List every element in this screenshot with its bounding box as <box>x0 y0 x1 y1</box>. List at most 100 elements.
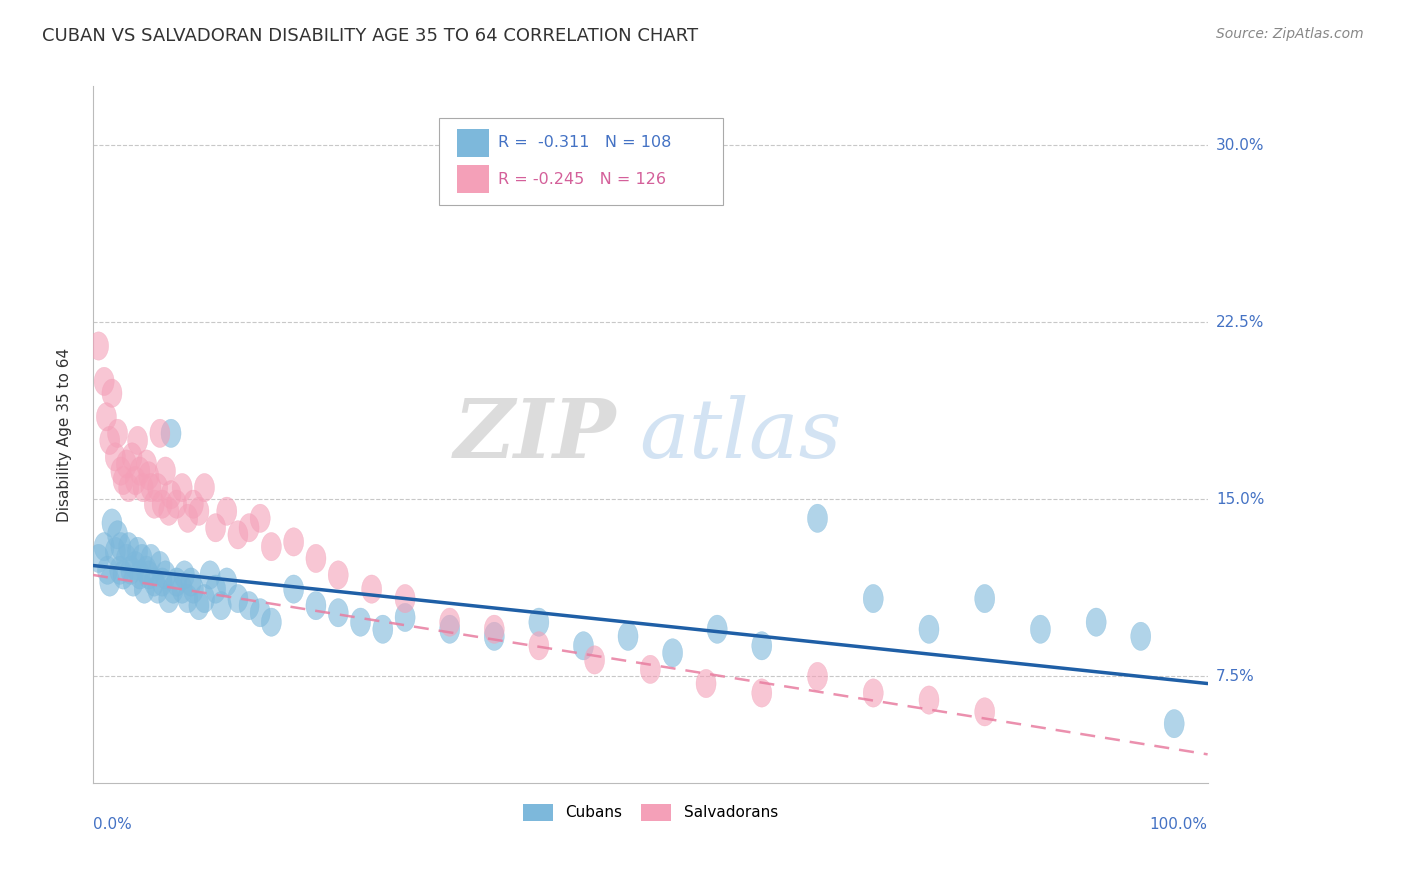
Ellipse shape <box>307 544 326 573</box>
Text: 0.0%: 0.0% <box>93 817 132 832</box>
Text: CUBAN VS SALVADORAN DISABILITY AGE 35 TO 64 CORRELATION CHART: CUBAN VS SALVADORAN DISABILITY AGE 35 TO… <box>42 27 699 45</box>
Y-axis label: Disability Age 35 to 64: Disability Age 35 to 64 <box>58 348 72 522</box>
Ellipse shape <box>217 568 236 596</box>
Ellipse shape <box>574 632 593 660</box>
Ellipse shape <box>262 608 281 636</box>
Ellipse shape <box>920 615 939 643</box>
Ellipse shape <box>217 497 236 525</box>
Ellipse shape <box>94 533 114 561</box>
Ellipse shape <box>284 528 304 556</box>
Ellipse shape <box>350 608 371 636</box>
Ellipse shape <box>211 591 231 620</box>
FancyBboxPatch shape <box>457 129 489 157</box>
Ellipse shape <box>166 490 187 518</box>
Ellipse shape <box>239 591 259 620</box>
Ellipse shape <box>177 504 198 533</box>
Ellipse shape <box>125 467 145 495</box>
Ellipse shape <box>117 450 136 478</box>
Ellipse shape <box>1130 623 1150 650</box>
Ellipse shape <box>200 561 221 589</box>
Ellipse shape <box>101 379 122 408</box>
Ellipse shape <box>863 584 883 613</box>
Ellipse shape <box>166 568 187 596</box>
Ellipse shape <box>121 556 141 584</box>
Ellipse shape <box>148 474 167 502</box>
Ellipse shape <box>752 679 772 707</box>
Ellipse shape <box>585 646 605 674</box>
Ellipse shape <box>159 497 179 525</box>
Legend: Cubans, Salvadorans: Cubans, Salvadorans <box>516 797 785 827</box>
Ellipse shape <box>250 504 270 533</box>
Ellipse shape <box>100 568 120 596</box>
Ellipse shape <box>124 568 143 596</box>
Ellipse shape <box>307 591 326 620</box>
Ellipse shape <box>920 686 939 714</box>
Ellipse shape <box>183 575 204 603</box>
Ellipse shape <box>136 556 156 584</box>
FancyBboxPatch shape <box>457 165 489 194</box>
Ellipse shape <box>150 551 170 580</box>
Ellipse shape <box>707 615 727 643</box>
Ellipse shape <box>440 608 460 636</box>
Ellipse shape <box>148 575 167 603</box>
Ellipse shape <box>181 568 201 596</box>
Ellipse shape <box>159 584 179 613</box>
Ellipse shape <box>117 544 136 573</box>
Ellipse shape <box>145 568 165 596</box>
Ellipse shape <box>183 490 204 518</box>
Ellipse shape <box>111 457 131 485</box>
Ellipse shape <box>122 442 142 471</box>
Ellipse shape <box>118 533 139 561</box>
Text: ZIP: ZIP <box>454 394 617 475</box>
Ellipse shape <box>174 561 194 589</box>
Ellipse shape <box>162 481 181 508</box>
Ellipse shape <box>128 537 148 566</box>
Ellipse shape <box>172 575 193 603</box>
Ellipse shape <box>807 662 828 690</box>
Ellipse shape <box>97 402 117 431</box>
Text: R =  -0.311   N = 108: R = -0.311 N = 108 <box>498 136 671 150</box>
Ellipse shape <box>228 584 247 613</box>
Ellipse shape <box>484 615 505 643</box>
Ellipse shape <box>863 679 883 707</box>
Ellipse shape <box>172 474 193 502</box>
Ellipse shape <box>134 575 155 603</box>
Ellipse shape <box>205 575 225 603</box>
Ellipse shape <box>188 591 209 620</box>
Text: 100.0%: 100.0% <box>1150 817 1208 832</box>
Ellipse shape <box>395 603 415 632</box>
Text: R = -0.245   N = 126: R = -0.245 N = 126 <box>498 172 665 187</box>
Ellipse shape <box>134 474 153 502</box>
Ellipse shape <box>662 639 683 667</box>
Ellipse shape <box>139 462 159 490</box>
Ellipse shape <box>194 584 215 613</box>
Ellipse shape <box>89 332 108 360</box>
Ellipse shape <box>361 575 381 603</box>
Ellipse shape <box>529 632 548 660</box>
Ellipse shape <box>107 521 128 549</box>
Text: Source: ZipAtlas.com: Source: ZipAtlas.com <box>1216 27 1364 41</box>
Ellipse shape <box>152 490 172 518</box>
Ellipse shape <box>752 632 772 660</box>
Ellipse shape <box>105 442 125 471</box>
Ellipse shape <box>262 533 281 561</box>
Text: 30.0%: 30.0% <box>1216 138 1264 153</box>
Ellipse shape <box>94 368 114 395</box>
Ellipse shape <box>619 623 638 650</box>
Ellipse shape <box>100 426 120 455</box>
Ellipse shape <box>162 419 181 448</box>
Ellipse shape <box>974 584 994 613</box>
Ellipse shape <box>205 514 225 542</box>
Ellipse shape <box>1031 615 1050 643</box>
Ellipse shape <box>328 599 349 627</box>
Ellipse shape <box>150 419 170 448</box>
Ellipse shape <box>177 584 198 613</box>
Ellipse shape <box>89 544 108 573</box>
Ellipse shape <box>440 615 460 643</box>
Ellipse shape <box>188 497 209 525</box>
Ellipse shape <box>128 426 148 455</box>
Ellipse shape <box>194 474 215 502</box>
Ellipse shape <box>250 599 270 627</box>
Ellipse shape <box>136 450 156 478</box>
Ellipse shape <box>110 556 129 584</box>
